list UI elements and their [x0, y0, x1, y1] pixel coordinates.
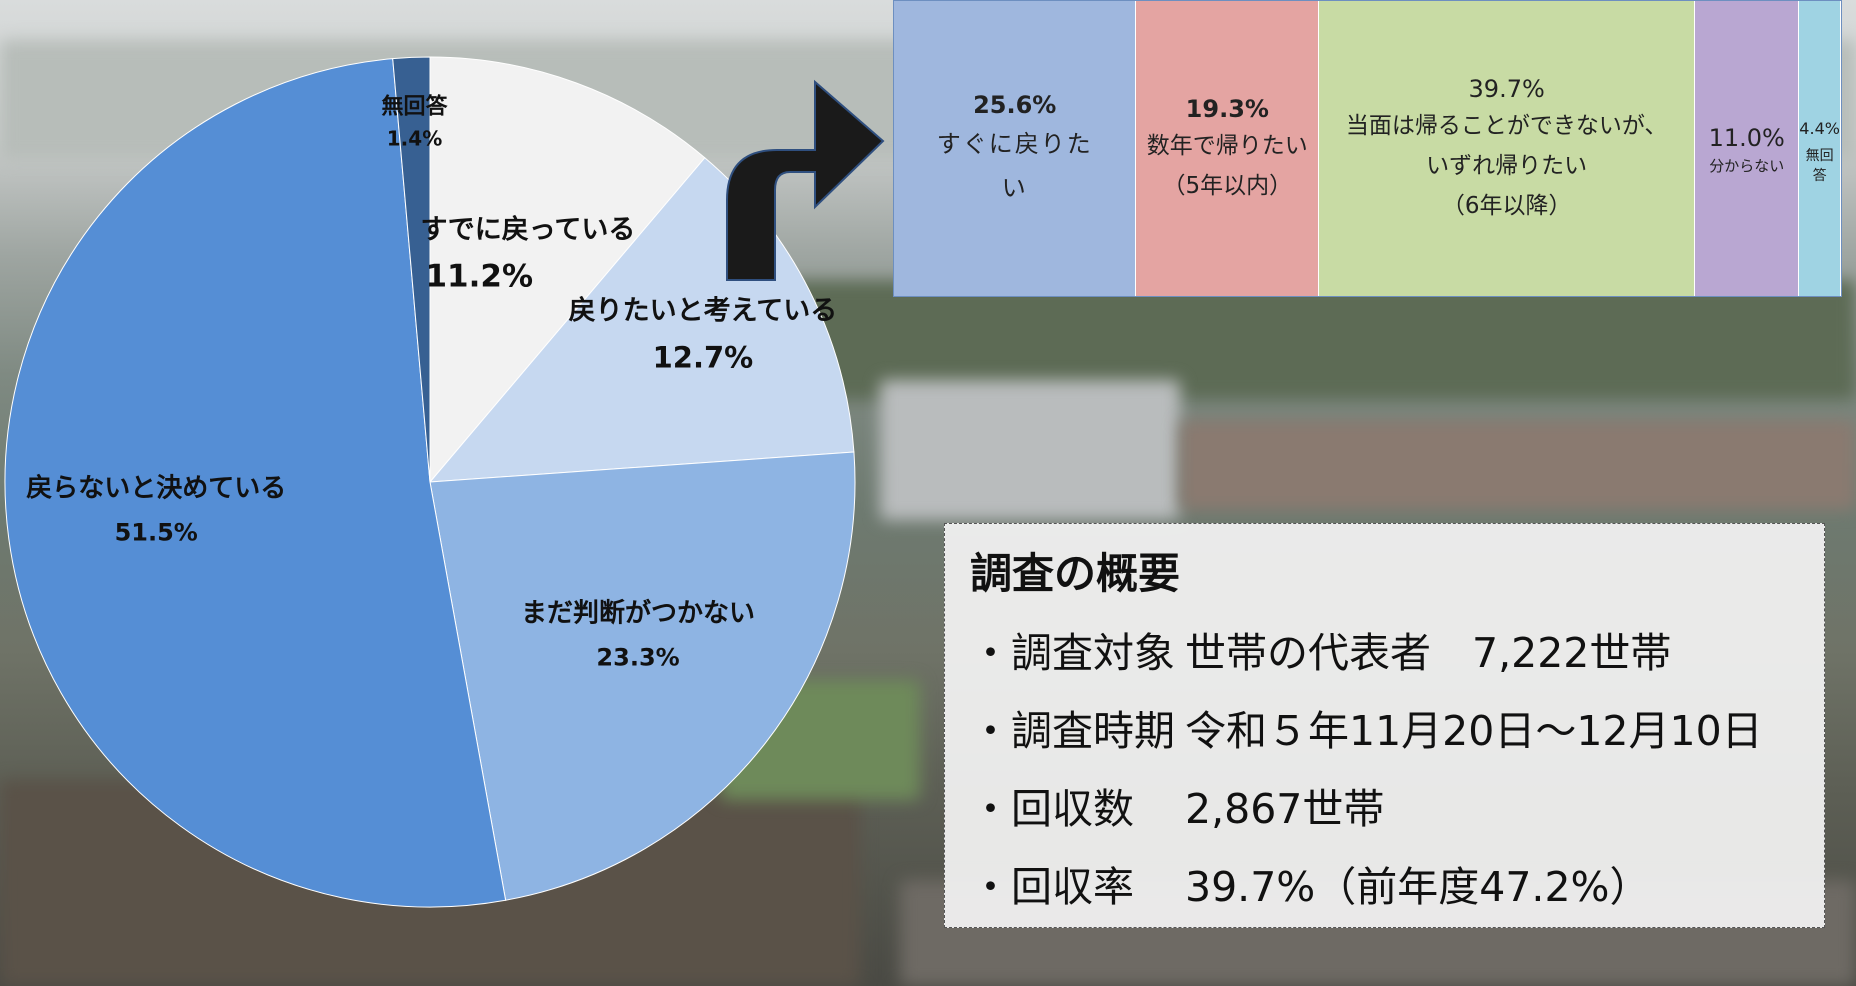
- summary-key: ・回収数: [970, 785, 1134, 833]
- breakdown-segment-label: 当面は帰ることができないが、: [1345, 112, 1668, 139]
- pie-slice-label: すでに戻っている: [420, 215, 635, 246]
- summary-title: 調査の概要: [970, 549, 1181, 598]
- summary-key: ・回収率: [970, 863, 1134, 911]
- breakdown-segment: 25.6% すぐに戻りたい: [894, 1, 1137, 296]
- summary-value: 令和５年11月20日～12月10日: [1185, 707, 1763, 755]
- pie-slice-value: 12.7%: [653, 341, 754, 375]
- pie-slice: [4, 58, 507, 908]
- summary-row-period: ・調査時期 令和５年11月20日～12月10日: [970, 692, 1824, 770]
- breakdown-segment-label: （5年以内）: [1162, 172, 1293, 199]
- breakdown-segment-value: 39.7%: [1468, 74, 1545, 103]
- breakdown-segment-value: 25.6%: [973, 90, 1057, 119]
- summary-value: 39.7%（前年度47.2%）: [1185, 863, 1651, 911]
- breakdown-segment: 39.7% 当面は帰ることができないが、 いずれ帰りたい （6年以降）: [1319, 1, 1696, 296]
- breakdown-segment: 4.4% 無回答: [1799, 1, 1841, 296]
- pie-slice-value: 51.5%: [115, 519, 198, 547]
- breakdown-segment-label: 分からない: [1709, 156, 1785, 175]
- breakdown-segment-value: 4.4%: [1799, 118, 1840, 138]
- summary-value: 世帯の代表者 7,222世帯: [1185, 629, 1672, 677]
- breakdown-segment-label: 無回答: [1805, 147, 1834, 184]
- pie-slice-label: 戻りたいと考えている: [569, 296, 838, 327]
- breakdown-segment-label: すぐに戻りた: [936, 129, 1093, 158]
- arrow-icon: [726, 79, 885, 281]
- breakdown-segment: 19.3% 数年で帰りたい （5年以内）: [1136, 1, 1320, 296]
- survey-summary: 調査の概要 ・調査対象 世帯の代表者 7,222世帯 ・調査時期 令和５年11月…: [944, 523, 1825, 928]
- breakdown-bar: 25.6% すぐに戻りたい 19.3% 数年で帰りたい （5年以内） 39.7% 当面は帰る…: [893, 0, 1842, 297]
- summary-row-rate: ・回収率 39.7%（前年度47.2%）: [970, 848, 1824, 926]
- breakdown-segment-label: （6年以降）: [1441, 192, 1572, 219]
- pie-slice-value: 1.4%: [387, 127, 442, 151]
- pie-slice-label: まだ判断がつかない: [521, 598, 755, 629]
- pie-slice-label: 無回答: [381, 94, 448, 120]
- summary-key: ・調査対象: [970, 629, 1175, 677]
- pie-slice: [429, 451, 856, 901]
- breakdown-segment-value: 19.3%: [1185, 94, 1269, 123]
- pie-slice: [392, 56, 431, 483]
- pie-slice-value: 23.3%: [596, 644, 679, 672]
- breakdown-segment-value: 11.0%: [1708, 123, 1785, 152]
- pie-slice: [429, 56, 706, 484]
- summary-row-target: ・調査対象 世帯の代表者 7,222世帯: [970, 614, 1824, 692]
- background-roofs: [1180, 420, 1856, 510]
- breakdown-segment-label: いずれ帰りたい: [1426, 152, 1588, 179]
- pie-slice-value: 11.2%: [425, 259, 533, 295]
- breakdown-segment-label: い: [1001, 173, 1028, 202]
- summary-row-collected: ・回収数 2,867世帯: [970, 770, 1824, 848]
- background-buildings: [880, 380, 1180, 520]
- summary-value: 2,867世帯: [1185, 785, 1385, 833]
- breakdown-segment: 11.0% 分からない: [1695, 1, 1800, 296]
- pie-chart: すでに戻っている 11.2% 戻りたいと考えている 12.7% まだ判断がつかない 23.…: [4, 56, 885, 908]
- breakdown-segment-label: 数年で帰りたい: [1146, 132, 1308, 159]
- summary-key: ・調査時期: [970, 707, 1175, 755]
- pie-slice-label: 戻らないと決めている: [26, 474, 286, 504]
